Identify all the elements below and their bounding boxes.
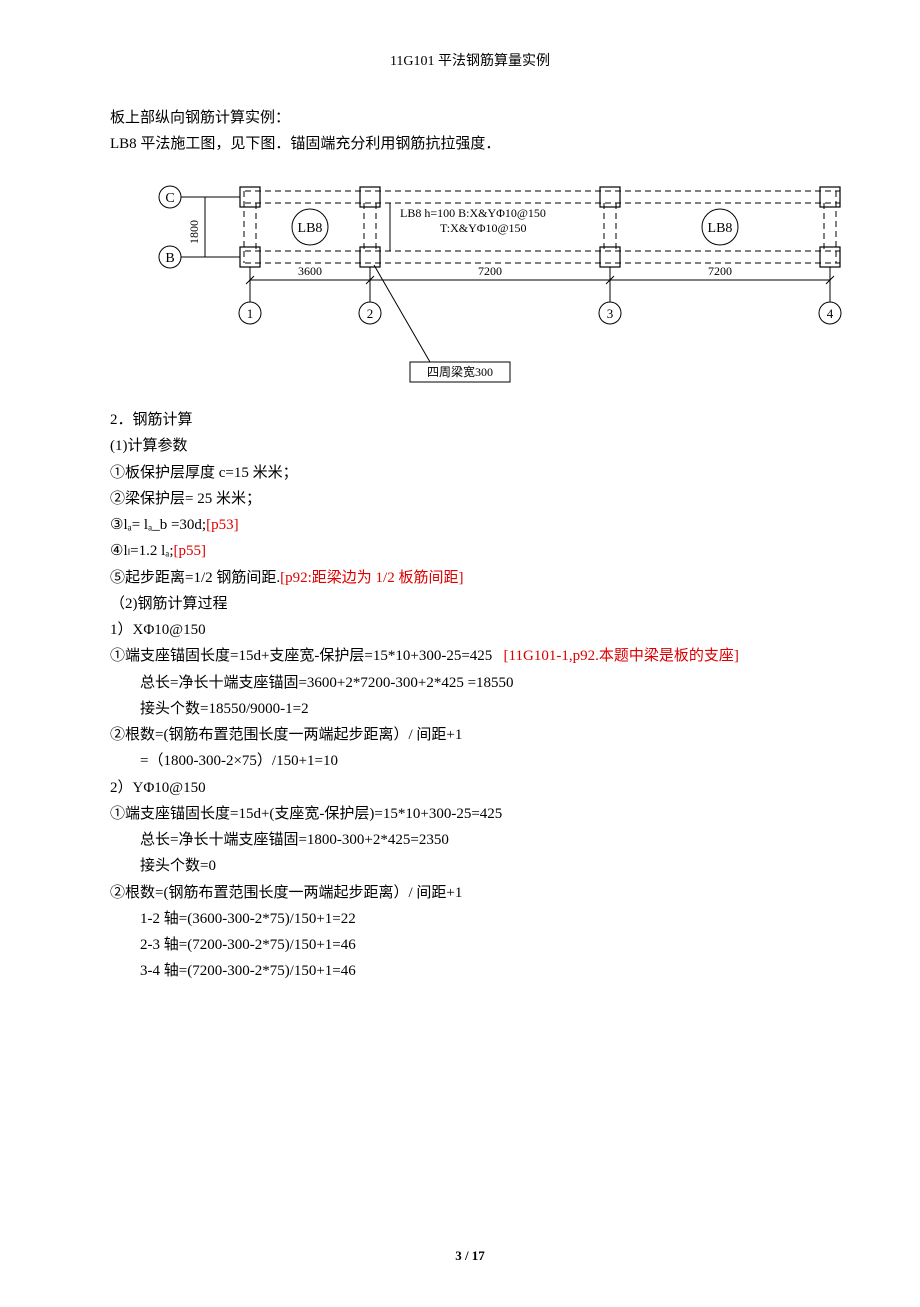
grid-c-label: C [165,191,174,206]
grid-2-label: 2 [367,306,374,321]
sec-2-title: 2．钢筋计算 [110,407,830,433]
intro-line-2: LB8 平法施工图，见下图．锚固端充分利用钢筋抗拉强度． [110,131,830,157]
y-2d: 3-4 轴=(7200-300-2*75)/150+1=46 [110,958,830,984]
x-2b: =（1800-300-2×75）/150+1=10 [110,748,830,774]
grid-1-label: 1 [247,306,254,321]
spec-line-1: LB8 h=100 B:X&YΦ10@150 [400,206,546,220]
panel-lb8-a: LB8 [298,221,323,236]
y-1a: ①端支座锚固长度=15d+(支座宽-保护层)=15*10+300-25=425 [110,801,830,827]
x-2a: ②根数=(钢筋布置范围长度一两端起步距离）/ 间距+1 [110,722,830,748]
y-head: 2）YΦ10@150 [110,775,830,801]
calc-section: 2．钢筋计算 (1)计算参数 ①板保护层厚度 c=15 米米； ②梁保护层= 2… [110,407,830,985]
dim-1800: 1800 [187,220,201,244]
panel-lb8-b: LB8 [708,221,733,236]
param-head: (1)计算参数 [110,433,830,459]
param-2: ②梁保护层= 25 米米； [110,486,830,512]
page-footer: 3 / 17 [110,1245,830,1268]
x-1d: 接头个数=18550/9000-1=2 [110,696,830,722]
grid-b-label: B [165,251,174,266]
grid-4-label: 4 [827,306,834,321]
y-2a: ②根数=(钢筋布置范围长度一两端起步距离）/ 间距+1 [110,880,830,906]
spec-line-2: T:X&YΦ10@150 [440,221,527,235]
param-5: ⑤起步距离=1/2 钢筋间距.[p92:距梁边为 1/2 板筋间距] [110,565,830,591]
plan-diagram: C B 1800 LB8 [150,177,830,397]
y-2c: 2-3 轴=(7200-300-2*75)/150+1=46 [110,932,830,958]
x-1a: ①端支座锚固长度=15d+支座宽-保护层=15*10+300-25=425 [1… [110,643,830,669]
y-2b: 1-2 轴=(3600-300-2*75)/150+1=22 [110,906,830,932]
param-3: ③lₐ= lₐ_b =30d;[p53] [110,512,830,538]
x-head: 1）XΦ10@150 [110,617,830,643]
y-1b: 总长=净长十端支座锚固=1800-300+2*425=2350 [110,827,830,853]
proc-head: （2)钢筋计算过程 [110,591,830,617]
y-1c: 接头个数=0 [110,853,830,879]
page-header: 11G101 平法钢筋算量实例 [110,50,830,75]
dim-3600: 3600 [298,264,322,278]
intro-line-1: 板上部纵向钢筋计算实例： [110,105,830,131]
param-4: ④lₗ=1.2 lₐ;[p55] [110,538,830,564]
beam-width-note: 四周梁宽300 [427,364,493,379]
x-1c: 总长=净长十端支座锚固=3600+2*7200-300+2*425 =18550 [110,670,830,696]
grid-3-label: 3 [607,306,614,321]
dim-7200a: 7200 [478,264,502,278]
dim-7200b: 7200 [708,264,732,278]
param-1: ①板保护层厚度 c=15 米米； [110,460,830,486]
intro-block: 板上部纵向钢筋计算实例： LB8 平法施工图，见下图．锚固端充分利用钢筋抗拉强度… [110,105,830,158]
